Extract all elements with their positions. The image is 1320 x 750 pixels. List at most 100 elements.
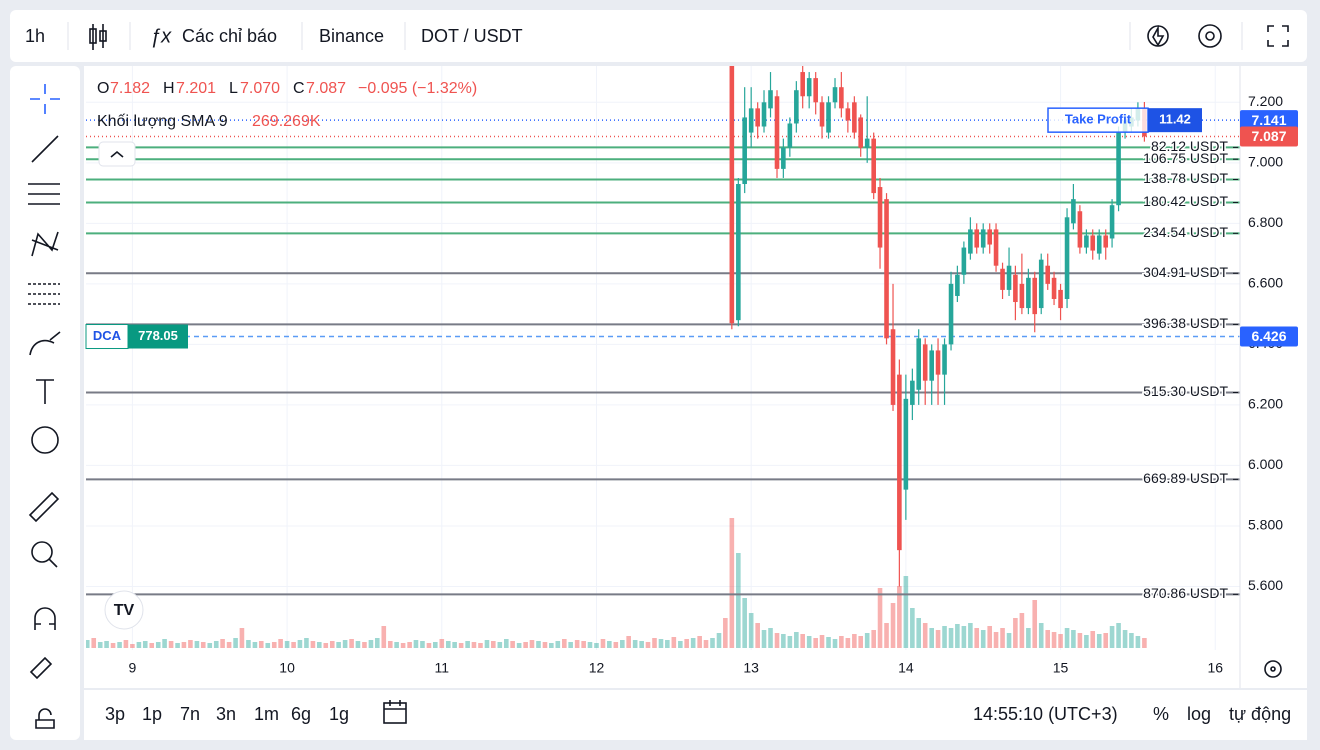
level-label: 304.91 USDT (1143, 264, 1228, 280)
volume-bar (961, 626, 967, 648)
bottom-toolbar (84, 690, 1307, 740)
log-button[interactable]: log (1187, 704, 1211, 724)
volume-bar (271, 642, 277, 648)
volume-bar (658, 639, 664, 648)
auto-button[interactable]: tự động (1229, 704, 1291, 724)
volume-bar (329, 641, 335, 648)
crosshair-tool[interactable] (30, 84, 60, 114)
level-label: 106.75 USDT (1143, 150, 1228, 166)
lock-tool[interactable] (35, 708, 55, 729)
candle-body (910, 380, 915, 405)
volume-bar (355, 641, 361, 648)
volume-bar (980, 630, 986, 648)
volume-bar (342, 640, 348, 648)
range-button[interactable]: 7n (180, 704, 200, 724)
volume-bar (394, 642, 399, 648)
volume-bar (432, 642, 438, 648)
level-label: 870.86 USDT (1143, 585, 1228, 601)
volume-bar (1135, 636, 1141, 648)
candle-body (781, 147, 786, 169)
volume-bar (1116, 623, 1121, 648)
volume-bar (316, 642, 322, 648)
zoom-tool[interactable] (31, 541, 53, 563)
volume-bar (1006, 633, 1012, 648)
volume-bar (484, 640, 490, 648)
candle-body (774, 96, 780, 169)
clock: 14:55:10 (UTC+3) (973, 704, 1118, 724)
volume-bar (890, 603, 896, 648)
interval-button[interactable]: 1h (25, 26, 45, 46)
volume-bar (652, 638, 657, 648)
date-range-icon[interactable] (383, 700, 407, 724)
volume-bar (226, 642, 232, 648)
price-tag-label: 7.087 (1251, 128, 1286, 144)
candle-body (794, 90, 799, 124)
emoji-tool[interactable] (31, 426, 59, 454)
volume-bar (471, 642, 477, 648)
volume-bar (297, 640, 303, 648)
symbol-button[interactable]: DOT / USDT (421, 26, 523, 46)
candle-body (819, 102, 825, 127)
settings-icon[interactable] (1198, 24, 1222, 48)
range-button[interactable]: 1m (254, 704, 279, 724)
candle-body (1006, 265, 1012, 290)
exchange-button[interactable]: Binance (319, 26, 384, 46)
candle-body (884, 199, 889, 339)
volume-bar (748, 613, 754, 648)
legend-change: −0.095 (−1.32%) (358, 80, 477, 97)
range-button[interactable]: 3n (216, 704, 236, 724)
volume-bar (562, 639, 567, 648)
y-tick-label: 7.000 (1248, 154, 1283, 170)
alert-icon[interactable] (1147, 24, 1169, 47)
range-button[interactable]: 1p (142, 704, 162, 724)
candle-body (897, 374, 902, 551)
volume-bar (910, 608, 915, 648)
volume-bar (581, 641, 586, 648)
text-tool[interactable] (36, 379, 54, 404)
volume-bar (555, 641, 561, 648)
indicators-button[interactable]: Các chỉ báo (182, 26, 277, 46)
volume-bar (458, 643, 464, 648)
volume-bar (86, 640, 90, 648)
magnet-tool[interactable] (34, 607, 56, 630)
drawing-tools (28, 84, 61, 729)
level-label: 82.12 USDT (1151, 138, 1228, 154)
fullscreen-icon[interactable] (1267, 25, 1289, 47)
candle-body (993, 229, 999, 266)
volume-bar (993, 632, 999, 648)
volume-sma: 269.269K (252, 113, 321, 130)
volume-bar (426, 643, 432, 648)
volume-bar (374, 638, 380, 648)
chart-type-icon[interactable] (89, 24, 107, 50)
candle-body (929, 350, 934, 381)
channel-tool[interactable] (28, 183, 60, 205)
volume-bar (516, 643, 522, 648)
volume-bar (613, 642, 619, 648)
range-button[interactable]: 6g (291, 704, 311, 724)
range-button[interactable]: 3p (105, 704, 125, 724)
volume-bar (710, 638, 715, 648)
brush-tool[interactable] (29, 331, 61, 356)
volume-bar (1084, 635, 1089, 648)
candle-body (761, 102, 767, 127)
percent-button[interactable]: % (1153, 704, 1169, 724)
line-tool[interactable] (31, 135, 59, 163)
volume-bar (168, 641, 174, 648)
volume-bar (684, 639, 689, 648)
volume-bar (968, 623, 973, 648)
volume-bar (1071, 630, 1076, 648)
lock-drawing-tool[interactable] (29, 656, 53, 680)
volume-bar (974, 628, 980, 648)
volume-bar (884, 623, 889, 648)
volume-bar (413, 640, 419, 648)
range-button[interactable]: 1g (329, 704, 349, 724)
goto-icon[interactable] (1264, 660, 1282, 678)
candle-body (813, 78, 818, 103)
collapse-button[interactable] (98, 141, 136, 167)
volume-bar (574, 640, 580, 648)
fib-tool[interactable] (28, 283, 60, 305)
volume-bar (864, 633, 870, 648)
pattern-tool[interactable] (31, 231, 59, 257)
volume-bar (200, 642, 206, 648)
ruler-tool[interactable] (28, 491, 60, 523)
